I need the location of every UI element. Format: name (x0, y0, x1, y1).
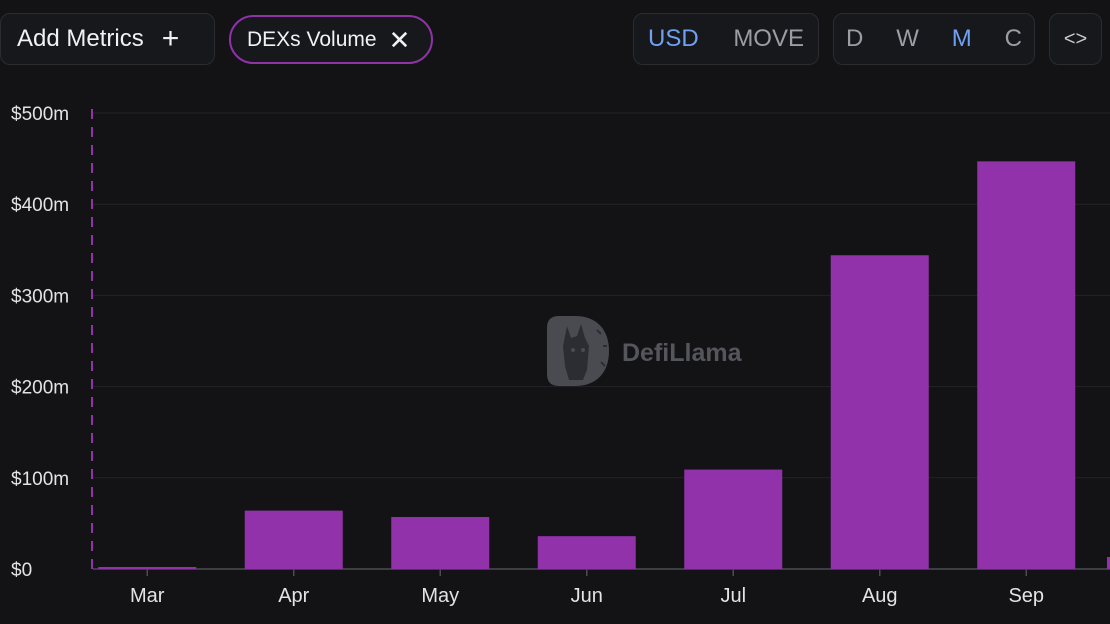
watermark: DefiLlama (547, 316, 743, 386)
x-tick-label: Apr (278, 585, 309, 607)
period-option-monthly[interactable]: M (951, 25, 972, 52)
add-metrics-label: Add Metrics (17, 25, 144, 52)
y-axis: $0 $100m $200m $300m $400m $500m (11, 104, 69, 581)
x-tick-label: Jul (720, 585, 746, 607)
x-tick-label: Jun (571, 585, 603, 607)
bar-jul[interactable] (684, 469, 783, 569)
bar-mar[interactable] (98, 567, 197, 569)
y-tick-label: $0 (11, 560, 32, 581)
currency-toggle: USD MOVE (633, 13, 819, 65)
gridlines (93, 112, 1110, 479)
currency-option-usd[interactable]: USD (648, 25, 699, 52)
period-toggle: D W M C (833, 13, 1035, 65)
code-brackets-icon: <> (1063, 27, 1088, 50)
period-option-daily[interactable]: D (846, 25, 864, 52)
embed-button[interactable]: <> (1049, 13, 1102, 65)
y-tick-label: $400m (11, 195, 69, 216)
watermark-text: DefiLlama (622, 339, 743, 367)
bar-aug[interactable] (830, 255, 929, 569)
bar-may[interactable] (391, 517, 490, 569)
add-metrics-button[interactable]: Add Metrics + (0, 13, 215, 65)
bar-apr[interactable] (244, 510, 343, 569)
x-tick-label: Aug (862, 585, 898, 607)
x-tick-label: Mar (130, 585, 165, 607)
plus-icon: + (161, 22, 180, 55)
bar-sep[interactable] (977, 161, 1076, 569)
bar-jun[interactable] (537, 536, 636, 569)
x-tick-label: May (421, 585, 459, 607)
llama-logo-icon (547, 316, 609, 386)
metric-chip-dexs-volume[interactable]: DEXs Volume ✕ (229, 15, 433, 64)
x-tick-label: Sep (1008, 585, 1044, 607)
metric-chip-label: DEXs Volume (247, 27, 377, 51)
y-tick-label: $300m (11, 286, 69, 307)
bar-partial-next-month (1107, 557, 1110, 569)
currency-option-move[interactable]: MOVE (733, 25, 804, 52)
period-option-cumulative[interactable]: C (1004, 25, 1022, 52)
bars (98, 161, 1076, 569)
x-axis: Mar Apr May Jun Jul Aug Sep (130, 569, 1044, 607)
y-tick-label: $100m (11, 469, 69, 490)
period-option-weekly[interactable]: W (896, 25, 919, 52)
y-tick-label: $500m (11, 104, 69, 125)
close-icon[interactable]: ✕ (388, 24, 411, 55)
y-tick-label: $200m (11, 378, 69, 399)
